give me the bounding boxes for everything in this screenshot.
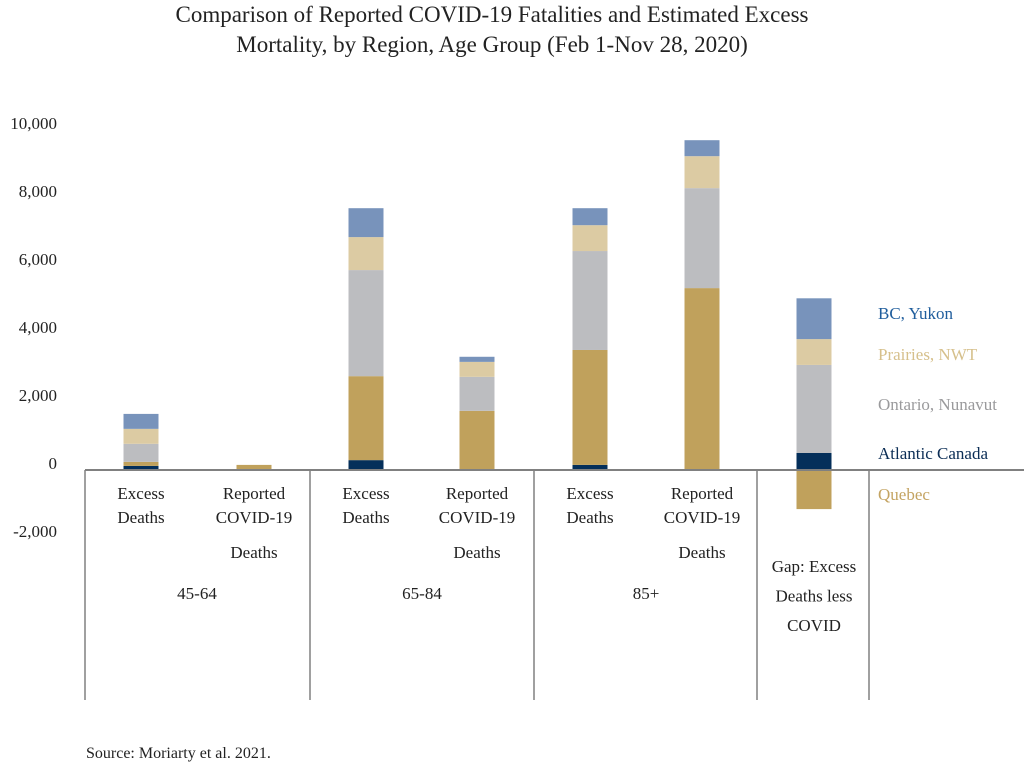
category-label: Reported: [671, 484, 734, 503]
bar-segment-bc-yukon: [684, 140, 720, 157]
y-tick-label: 6,000: [19, 250, 57, 269]
category-label: Excess: [566, 484, 613, 503]
bar-segment-quebec: [459, 410, 495, 470]
y-axis: 10,000 8,000 6,000 4,000 2,000 0 -2,000: [10, 114, 57, 541]
y-tick-label: 0: [49, 454, 58, 473]
legend-item: Ontario, Nunavut: [878, 395, 997, 414]
bar-segment-ontario-nunavut: [123, 443, 159, 462]
bar-segment-prairies-nwt: [123, 428, 159, 444]
bar-segment-prairies-nwt: [348, 237, 384, 271]
bar-segment-ontario-nunavut: [459, 376, 495, 411]
bar-segment-quebec: [123, 461, 159, 466]
y-tick-label: 2,000: [19, 386, 57, 405]
category-label: COVID-19: [439, 508, 516, 527]
legend: BC, Yukon Prairies, NWT Ontario, Nunavut At…: [878, 304, 997, 504]
category-label: Excess: [117, 484, 164, 503]
legend-item: BC, Yukon: [878, 304, 953, 323]
bar-segment-bc-yukon: [348, 208, 384, 238]
y-tick-label: 10,000: [10, 114, 57, 133]
bar-segment-bc-yukon: [123, 413, 159, 429]
bar-segment-atlantic-canada: [123, 465, 159, 470]
bar-segment-prairies-nwt: [572, 225, 608, 252]
bar-segment-prairies-nwt: [459, 361, 495, 377]
x-axis: Excess Deaths Reported COVID-19 Deaths Excess…: [84, 469, 1024, 700]
bar-segment-prairies-nwt: [684, 156, 720, 189]
category-label: Deaths less: [776, 587, 853, 606]
bar-segment-quebec: [572, 349, 608, 465]
category-label: Deaths: [230, 543, 277, 562]
bar-segment-ontario-nunavut: [684, 188, 720, 289]
category-label: Deaths: [342, 508, 389, 527]
legend-item: Quebec: [878, 485, 930, 504]
category-label: Reported: [446, 484, 509, 503]
category-label: Reported: [223, 484, 286, 503]
bar-segment-bc-yukon: [459, 356, 495, 362]
category-label: Deaths: [453, 543, 500, 562]
category-label: COVID-19: [664, 508, 741, 527]
bar-segment-atlantic-canada: [348, 460, 384, 470]
bar-segment-ontario-nunavut: [796, 364, 832, 453]
bar-segment-prairies-nwt: [796, 339, 832, 365]
bar-segment-atlantic-canada: [796, 453, 832, 470]
bar-segment-quebec: [796, 470, 832, 510]
category-label: Gap: Excess: [772, 557, 857, 576]
bar-segment-ontario-nunavut: [572, 251, 608, 350]
group-label: 85+: [633, 584, 660, 603]
y-tick-label: 8,000: [19, 182, 57, 201]
bar-segment-bc-yukon: [572, 208, 608, 226]
bar-segment-quebec: [236, 464, 272, 470]
category-label: COVID-19: [216, 508, 293, 527]
chart-title-line-1: Comparison of Reported COVID-19 Fataliti…: [175, 2, 808, 27]
bar-segment-ontario-nunavut: [348, 270, 384, 377]
category-label: Excess: [342, 484, 389, 503]
legend-item: Atlantic Canada: [878, 444, 988, 463]
bar-segment-quebec: [684, 288, 720, 470]
y-tick-label: 4,000: [19, 318, 57, 337]
category-label: COVID: [787, 616, 841, 635]
bar-segment-quebec: [348, 376, 384, 461]
bars: [123, 140, 832, 510]
category-label: Deaths: [678, 543, 725, 562]
category-label: Deaths: [566, 508, 613, 527]
y-tick-label: -2,000: [13, 522, 57, 541]
group-label: 45-64: [177, 584, 217, 603]
chart-title-line-2: Mortality, by Region, Age Group (Feb 1-N…: [236, 32, 747, 57]
bar-segment-bc-yukon: [796, 298, 832, 340]
group-label: 65-84: [402, 584, 442, 603]
source-note: Source: Moriarty et al. 2021.: [86, 745, 271, 762]
category-label: Deaths: [117, 508, 164, 527]
legend-item: Prairies, NWT: [878, 345, 978, 364]
bar-segment-atlantic-canada: [572, 464, 608, 470]
